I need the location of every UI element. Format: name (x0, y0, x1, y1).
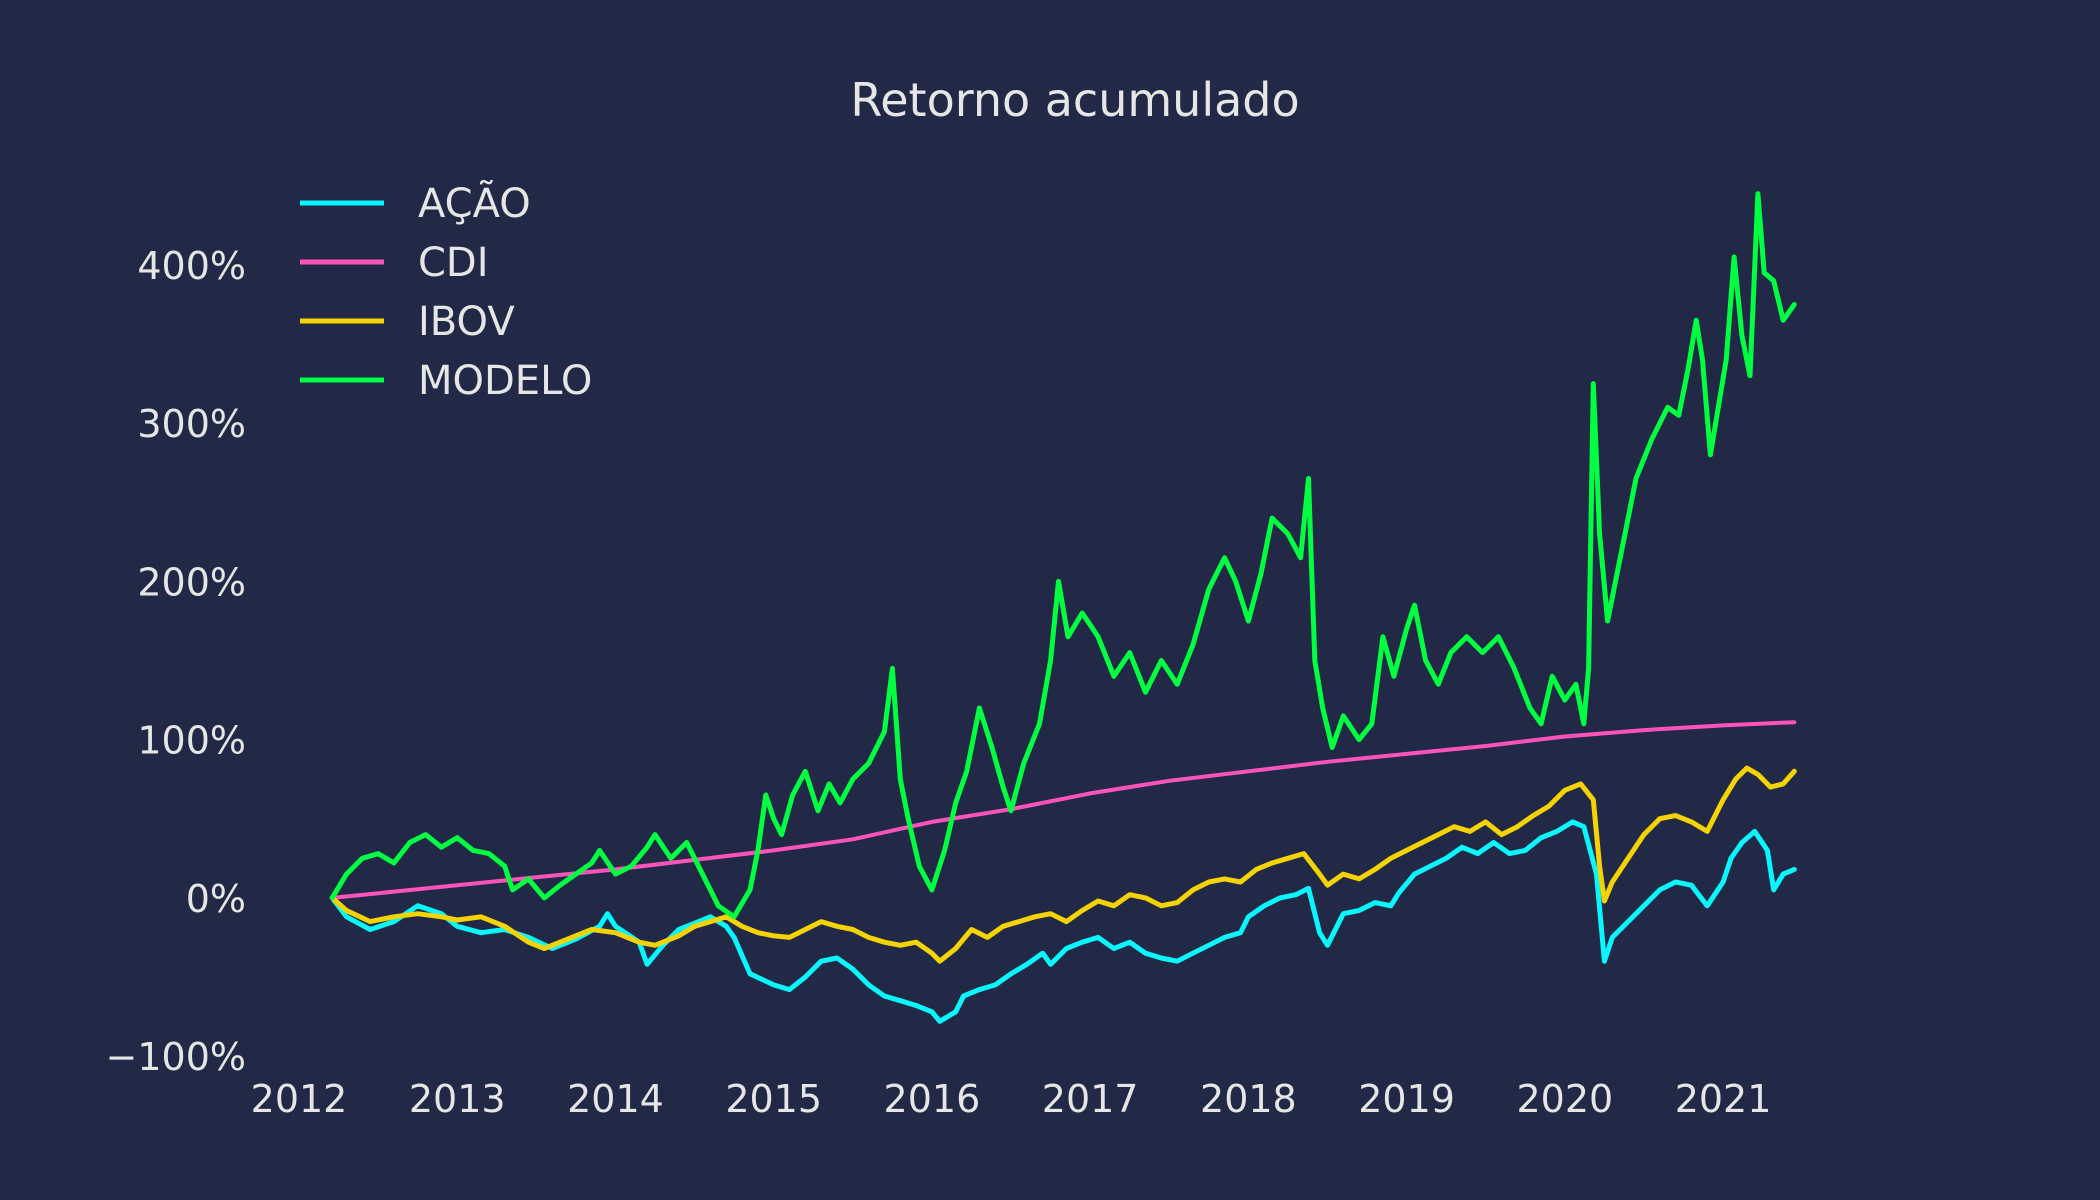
series-line-acao (329, 819, 1797, 1024)
series-line-modelo (329, 191, 1797, 920)
y-tick-label: −100% (106, 1035, 246, 1079)
x-tick-label: 2017 (1042, 1077, 1139, 1121)
y-tick-label: 400% (137, 244, 246, 288)
y-tick-label: 300% (137, 402, 246, 446)
x-tick-label: 2019 (1358, 1077, 1455, 1121)
legend-item: MODELO (300, 358, 592, 404)
x-tick-label: 2018 (1200, 1077, 1297, 1121)
series-line-ibov (329, 765, 1797, 964)
x-tick-label: 2021 (1675, 1077, 1772, 1121)
plot-area (329, 191, 1797, 1024)
x-tick-label: 2014 (567, 1077, 664, 1121)
x-tick-label: 2016 (884, 1077, 981, 1121)
legend-item: AÇÃO (300, 179, 531, 227)
legend-label: MODELO (418, 358, 592, 404)
y-tick-label: 200% (137, 560, 246, 604)
legend-label: AÇÃO (418, 179, 531, 227)
legend: AÇÃO CDI IBOV MODELO (300, 179, 592, 404)
y-axis-ticks: −100% 0% 100% 200% 300% 400% (106, 244, 246, 1079)
legend-item: IBOV (300, 299, 515, 345)
x-tick-label: 2013 (409, 1077, 506, 1121)
x-tick-label: 2012 (251, 1077, 348, 1121)
legend-item: CDI (300, 240, 489, 286)
y-tick-label: 100% (137, 719, 246, 763)
chart-title: Retorno acumulado (850, 73, 1299, 127)
x-axis-ticks: 2012 2013 2014 2015 2016 2017 2018 2019 2020 2021 (251, 1077, 1772, 1121)
y-tick-label: 0% (186, 877, 246, 921)
x-tick-label: 2020 (1516, 1077, 1613, 1121)
legend-label: IBOV (418, 299, 515, 345)
series-line-cdi (330, 720, 1797, 900)
x-tick-label: 2015 (725, 1077, 822, 1121)
legend-label: CDI (418, 240, 489, 286)
